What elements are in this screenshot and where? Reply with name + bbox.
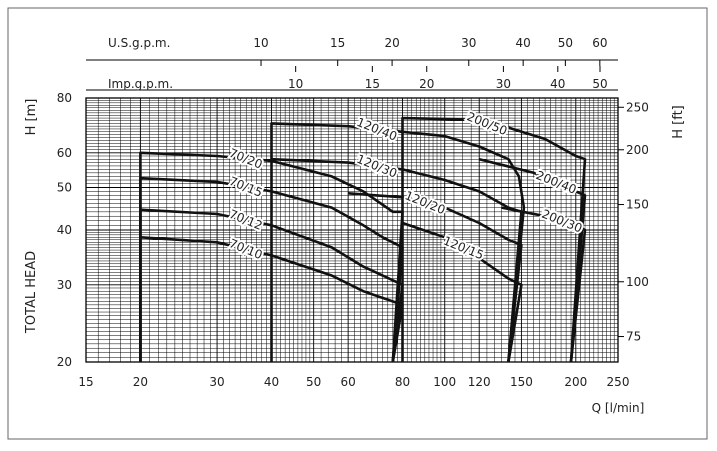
curve-label: 120/40 [355,115,399,144]
x-tick-label: 50 [306,375,321,389]
y-tick-label-right: 75 [626,330,641,344]
y-axis-label-left: TOTAL HEAD [24,251,39,334]
y-tick-label-left: 40 [57,223,72,237]
top-scale-tick-label: 40 [550,77,565,91]
curve-label: 70/15 [227,174,264,200]
curve-120-15 [402,221,523,363]
curve-70-12 [139,208,404,363]
x-tick-label: 150 [510,375,533,389]
x-tick-label: 120 [468,375,491,389]
x-tick-label: 100 [433,375,456,389]
top-scale-name: Imp.g.p.m. [108,77,173,91]
curve-70-20 [139,151,404,363]
plot-border [85,97,619,363]
x-tick-label: 30 [209,375,224,389]
top-scale-name: U.S.g.p.m. [108,36,170,50]
outer-frame [7,7,708,440]
top-scale-tick-label: 30 [461,36,476,50]
x-axis-label: Q [l/min] [592,401,645,415]
curve-70-15 [139,176,404,363]
top-scale-tick-label: 30 [496,77,511,91]
plot-area-border [85,97,619,363]
curve-label: 200/30 [540,207,584,236]
x-tick-label: 80 [395,375,410,389]
y-tick-label-left: 30 [57,278,72,292]
y-tick-label-left: 50 [57,181,72,195]
x-tick-label: 20 [133,375,148,389]
grid [86,98,618,362]
top-scale-tick-label: 50 [592,77,607,91]
curve-label: 120/20 [403,188,447,217]
y-tick-label-right: 200 [626,143,649,157]
top-scales: U.S.g.p.m. 10 15 20 30 40 50 60 Imp.g.p.m. 10 15 20… [86,36,618,91]
curve-200-30 [501,206,587,363]
curve-label: 200/40 [534,168,578,197]
top-scale-tick-label: 15 [330,36,345,50]
y-tick-label-right: 150 [626,198,649,212]
y-tick-label-right: 250 [626,100,649,114]
top-scale-tick-label: 10 [253,36,268,50]
top-scale-tick-label: 10 [288,77,303,91]
curve-label: 70/12 [227,207,264,233]
top-scale-tick-label: 50 [558,36,573,50]
top-scale-tick-label: 15 [365,77,380,91]
y-axis-unit-left: H [m] [24,99,39,136]
x-tick-label: 60 [340,375,355,389]
x-tick-label: 250 [607,375,630,389]
curve-200-40 [478,157,587,363]
y-axis-label-right: H [ft] [671,105,686,139]
y-tick-label-left: 80 [57,91,72,105]
top-scale-tick-label: 40 [516,36,531,50]
curve-120-20 [348,192,523,363]
x-tick-label: 15 [78,375,93,389]
curve-120-40 [270,122,526,363]
top-scale-tick-label: 20 [384,36,399,50]
y-tick-label-right: 100 [626,275,649,289]
x-tick-label: 200 [564,375,587,389]
x-tick-label: 40 [264,375,279,389]
curve-70-10 [139,236,404,363]
top-scale-tick-label: 60 [592,36,607,50]
curves: 70/2070/1570/1270/10120/40120/30120/2012… [139,107,587,363]
curve-200-50 [401,116,587,363]
y-tick-label-left: 20 [57,355,72,369]
axes: 15 20 30 40 50 60 80 100 120 150 200 250 20 30 40 50 60 8… [57,91,649,389]
top-scale-tick-label: 20 [419,77,434,91]
y-tick-label-left: 60 [57,146,72,160]
